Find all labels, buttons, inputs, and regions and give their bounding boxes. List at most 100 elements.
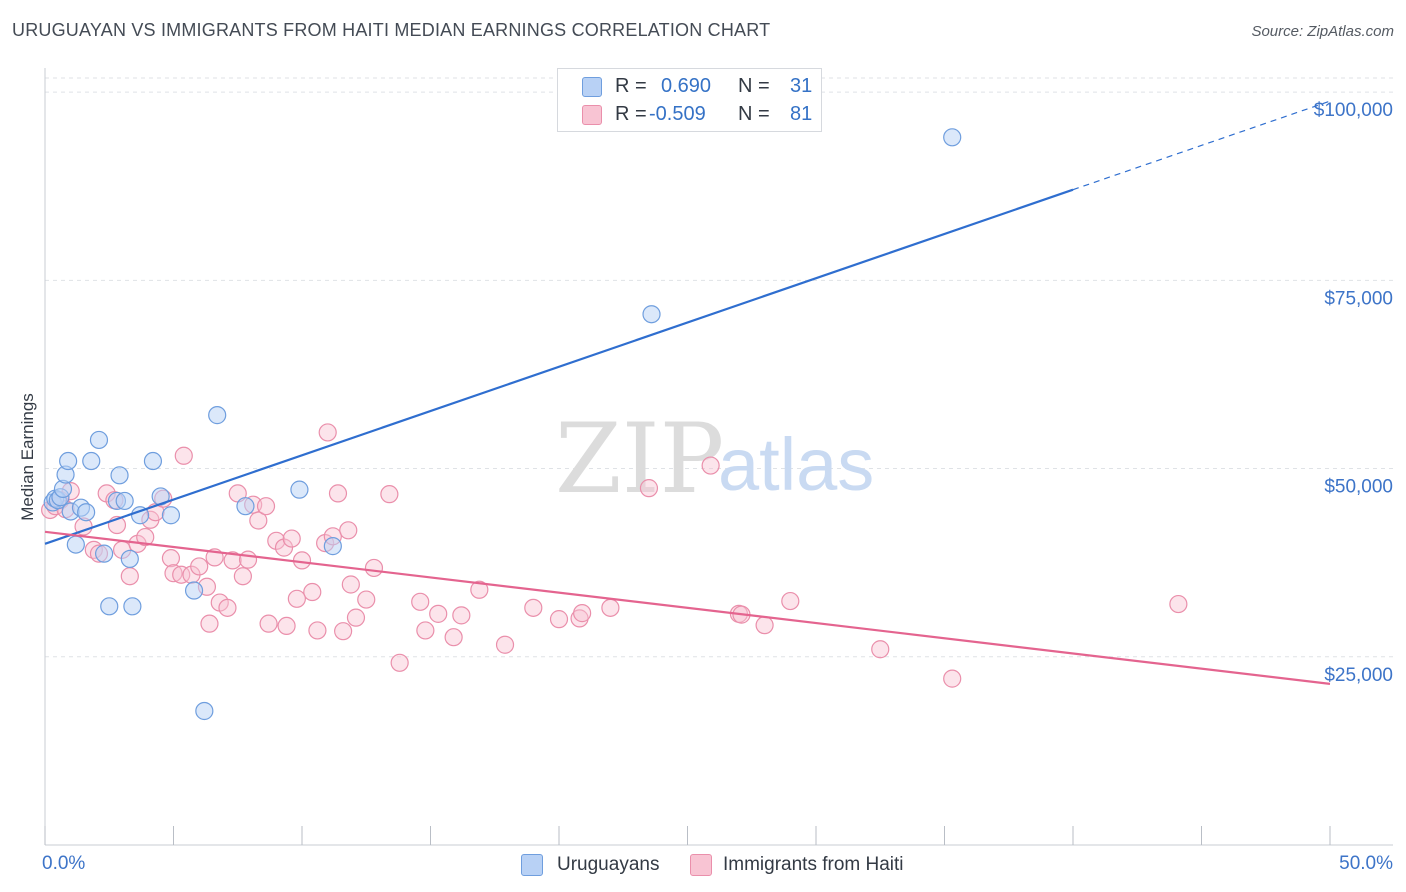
haiti-point xyxy=(282,529,301,548)
haiti-point xyxy=(303,582,322,602)
haiti-point xyxy=(277,616,296,636)
haiti-point xyxy=(573,604,592,623)
haiti-trendline xyxy=(44,530,1331,685)
y-axis-label: Median Earnings xyxy=(18,393,37,521)
uruguayan-point xyxy=(77,503,96,522)
r-label: R = xyxy=(615,75,647,97)
uruguayan-swatch xyxy=(582,77,602,97)
haiti-legend-swatch xyxy=(690,854,712,876)
haiti-point xyxy=(172,565,191,584)
uruguayan-point xyxy=(943,128,962,147)
haiti-point xyxy=(639,479,659,498)
x-tick-label-min: 0.0% xyxy=(42,853,85,874)
uruguayan-point xyxy=(290,480,309,499)
haiti-point xyxy=(364,558,384,578)
uruguayan-point xyxy=(115,491,134,511)
legend-row-haiti: R = -0.509 N = 81 xyxy=(558,100,821,128)
haiti-point xyxy=(339,521,358,540)
r-value: 0.690 xyxy=(661,75,712,97)
legend-label-uruguayans: Uruguayans xyxy=(557,854,660,875)
y-tick-label: $75,000 xyxy=(1324,288,1393,309)
haiti-point xyxy=(190,557,209,576)
uruguayan-points xyxy=(43,128,962,721)
uruguayan-point xyxy=(123,597,142,616)
uruguayan-point xyxy=(110,466,129,485)
haiti-point xyxy=(287,589,306,608)
chart-title: URUGUAYAN VS IMMIGRANTS FROM HAITI MEDIA… xyxy=(12,20,771,40)
haiti-point xyxy=(334,622,353,641)
haiti-point xyxy=(452,606,471,625)
haiti-point xyxy=(200,614,219,633)
uruguayan-point xyxy=(184,581,204,600)
legend-row-uruguayans: R = 0.690 N = 31 xyxy=(558,72,821,100)
r-value: -0.509 xyxy=(649,103,706,125)
uruguayan-point xyxy=(82,451,101,471)
haiti-point xyxy=(161,549,181,568)
n-value: 31 xyxy=(790,75,813,97)
haiti-point xyxy=(233,567,252,586)
axes xyxy=(44,68,1393,846)
uruguayan-point xyxy=(236,497,255,516)
haiti-point xyxy=(755,616,774,635)
haiti-point xyxy=(223,551,242,570)
watermark-atlas: atlas xyxy=(718,423,874,506)
haiti-point xyxy=(328,484,348,503)
haiti-point xyxy=(416,621,435,640)
legend-label-haiti: Immigrants from Haiti xyxy=(723,854,904,875)
haiti-point xyxy=(495,635,515,654)
uruguayan-point xyxy=(100,597,119,616)
haiti-point xyxy=(267,531,286,550)
uruguayan-point xyxy=(143,451,163,471)
haiti-point xyxy=(218,598,237,617)
n-label: N = xyxy=(738,103,770,125)
haiti-point xyxy=(871,640,890,659)
watermark-zip: ZIP xyxy=(555,403,724,515)
haiti-point xyxy=(341,575,360,594)
haiti-point xyxy=(308,621,327,640)
uruguayan-point xyxy=(195,701,214,721)
series-legend: Uruguayans Immigrants from Haiti xyxy=(0,850,1406,880)
uruguayan-trendline xyxy=(44,188,1074,545)
haiti-point xyxy=(411,592,430,611)
haiti-point xyxy=(429,604,448,623)
haiti-swatch xyxy=(582,105,602,125)
uruguayan-point xyxy=(66,535,85,554)
haiti-point xyxy=(524,598,543,617)
haiti-point xyxy=(256,497,276,516)
uruguayan-point xyxy=(59,451,78,471)
r-label: R = xyxy=(615,103,647,125)
haiti-point xyxy=(259,614,278,633)
y-tick-label: $100,000 xyxy=(1314,100,1393,121)
uruguayan-point xyxy=(161,506,181,525)
source-credit: Source: ZipAtlas.com xyxy=(1251,23,1394,40)
y-tick-label: $50,000 xyxy=(1324,477,1393,498)
trendlines xyxy=(44,100,1331,685)
uruguayan-point xyxy=(323,537,342,556)
haiti-point xyxy=(136,527,155,547)
uruguayan-point xyxy=(642,305,661,324)
haiti-point xyxy=(164,564,183,583)
y-tick-label: $25,000 xyxy=(1324,665,1393,686)
uruguayan-point xyxy=(208,406,227,425)
haiti-point xyxy=(380,485,399,504)
haiti-point xyxy=(549,610,569,629)
haiti-point xyxy=(601,598,620,617)
haiti-point xyxy=(701,456,720,475)
haiti-point xyxy=(470,580,489,599)
uruguayan-trendline-extension xyxy=(1072,100,1331,191)
zipatlas-watermark: ZIP atlas xyxy=(555,403,874,515)
haiti-point xyxy=(346,608,366,627)
haiti-point xyxy=(249,511,268,530)
haiti-point xyxy=(174,446,193,465)
haiti-point xyxy=(357,590,376,609)
y-tick-labels: $25,000 $50,000 $75,000 $100,000 xyxy=(1314,100,1393,686)
x-tick-labels: 0.0% 50.0% xyxy=(42,853,1393,874)
uruguayan-point xyxy=(95,544,114,563)
haiti-point xyxy=(943,669,962,688)
uruguayan-point xyxy=(89,430,109,450)
haiti-point xyxy=(444,628,463,647)
n-value: 81 xyxy=(790,103,813,125)
correlation-legend: R = 0.690 N = 31 R = -0.509 N = 81 xyxy=(557,68,822,132)
haiti-points xyxy=(41,423,1188,688)
